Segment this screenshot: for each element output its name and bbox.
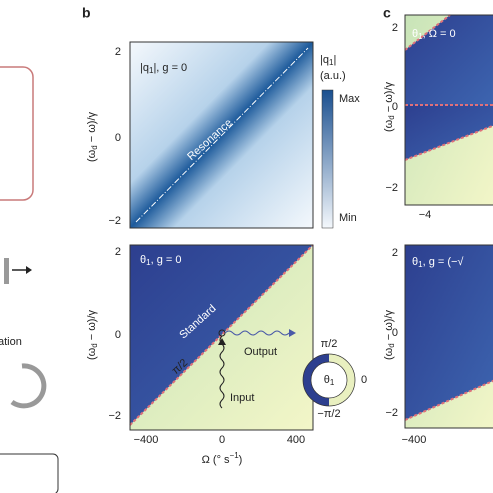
plot-top: Resonance |q1|, g = 0 2 0 −2 |q1| (a.u.)…	[108, 41, 360, 229]
x-tick-label: 400	[287, 434, 305, 446]
y-label: (ωd − ω)/γ	[86, 309, 99, 360]
y-tick-label: −2	[385, 182, 398, 194]
region-high	[405, 245, 493, 420]
plot-c-bottom: θ1, g = (−√ 2 0 −2 −400	[385, 244, 493, 446]
annotation: |q1|, g = 0	[140, 62, 187, 75]
frame	[0, 453, 59, 493]
x-label: Ω (° s−1)	[202, 451, 243, 466]
input-label: Input	[230, 392, 254, 404]
y-label: (ωd − ω)/γ	[383, 81, 396, 132]
y-tick-label: 2	[392, 247, 398, 259]
x-tick-label: 0	[219, 434, 225, 446]
colorbar	[321, 89, 334, 229]
frame	[404, 244, 493, 429]
x-tick-label: −4	[419, 209, 432, 221]
y-tick-label: −2	[385, 407, 398, 419]
y-label: (ωd − ω)/γ	[86, 111, 99, 162]
y-label: (ωd − ω)/γ	[383, 309, 396, 360]
colorbar-unit: (a.u.)	[320, 70, 346, 82]
y-tick-label: 0	[392, 327, 398, 339]
annotation: θ1, Ω = 0	[412, 28, 456, 41]
colorbar-max: Max	[339, 93, 360, 105]
panel-label: b	[82, 5, 91, 21]
output-wave	[224, 330, 290, 336]
phase-bottom: −π/2	[317, 408, 340, 420]
frame	[404, 14, 493, 206]
output-label: Output	[244, 346, 277, 358]
device	[4, 258, 9, 284]
y-tick-label: −2	[108, 410, 121, 422]
phase-ring-high	[303, 354, 330, 406]
y-tick-label: 0	[392, 101, 398, 113]
phase-ring-low	[328, 354, 355, 406]
region-high	[405, 15, 493, 105]
frame	[0, 66, 34, 201]
x-tick-label: −400	[134, 434, 159, 446]
resonance-line	[135, 47, 309, 223]
y-tick-label: 0	[115, 329, 121, 341]
annotation: θ1, g = 0	[140, 254, 181, 267]
y-tick-label: 0	[115, 132, 121, 144]
plot-c-top: θ1, Ω = 0 2 0 −2 −4	[385, 14, 493, 221]
boundary	[129, 244, 314, 426]
colorbar-min: Min	[339, 212, 357, 224]
arrow-head	[26, 266, 32, 274]
y-tick-label: 2	[392, 22, 398, 34]
y-tick-label: 2	[115, 46, 121, 58]
rotation-arrow	[10, 363, 47, 409]
annotation: θ1, g = (−√	[412, 256, 464, 269]
input-wave	[219, 335, 225, 409]
partial-text: ation	[0, 336, 22, 348]
colorbar-title: |q1|	[320, 54, 336, 67]
panel-label: c	[383, 5, 391, 21]
plot-bottom: θ1, g = 0 Standard π/2 Output Input θ1 π…	[108, 244, 367, 466]
arrow-head	[289, 329, 296, 337]
phase-right: 0	[361, 374, 367, 386]
boundary	[404, 14, 493, 161]
x-tick-label: −400	[402, 434, 427, 446]
phase-center: θ1	[324, 374, 335, 387]
boundary	[404, 379, 493, 421]
y-tick-label: −2	[108, 215, 121, 227]
y-tick-label: 2	[115, 246, 121, 258]
ring-edge	[310, 361, 348, 399]
ring-edge	[302, 353, 356, 407]
frame	[129, 244, 314, 431]
left-panel: ation	[0, 66, 59, 493]
arrow-head	[218, 338, 226, 345]
phase-top: π/2	[321, 338, 338, 350]
region-high	[405, 105, 493, 160]
